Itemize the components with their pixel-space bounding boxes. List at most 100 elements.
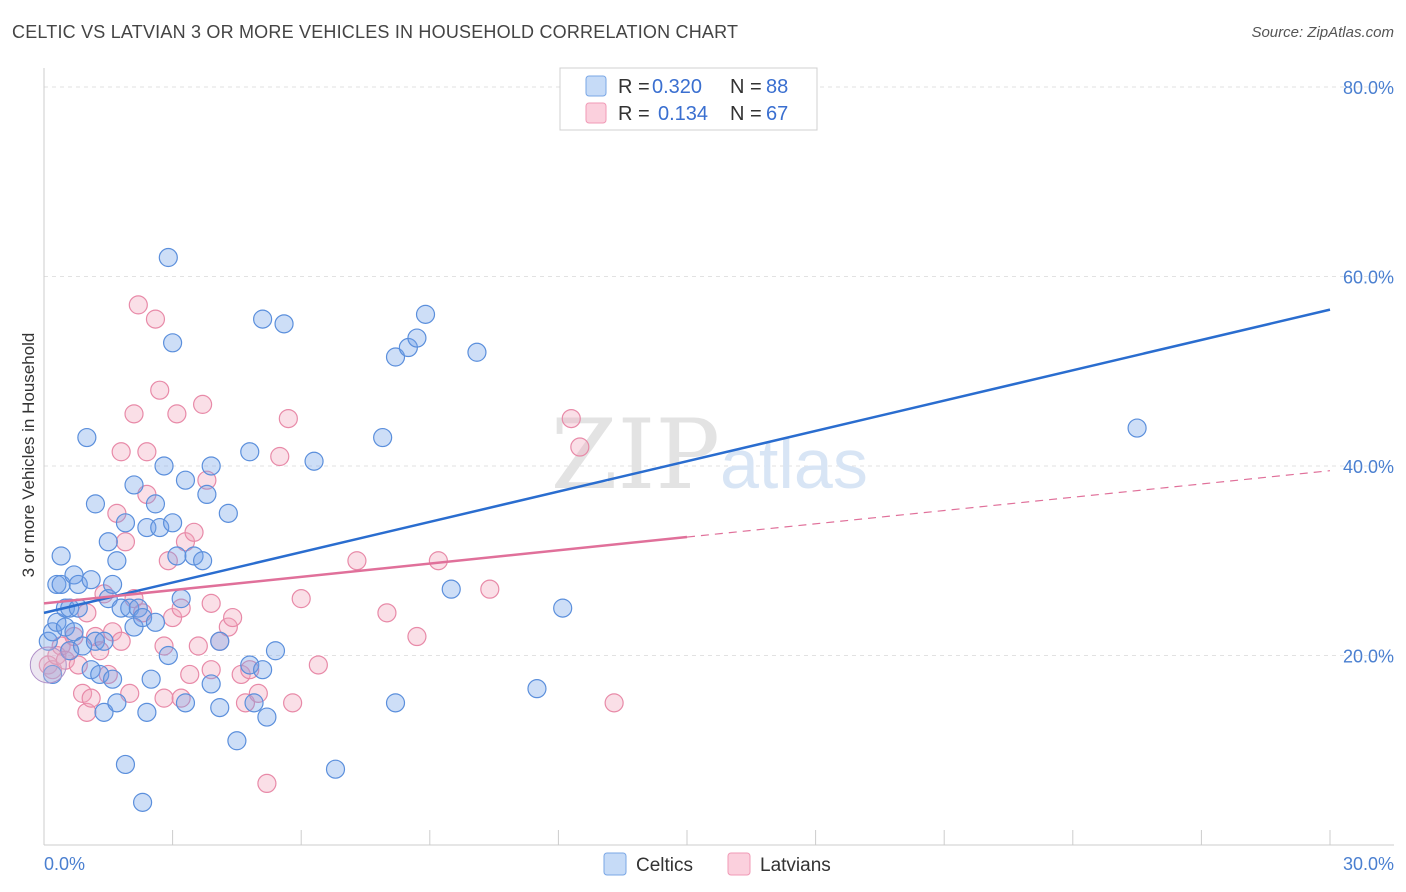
celtics-point — [201, 456, 221, 476]
bottom-legend-swatch-latvians — [727, 852, 751, 876]
latvians-point — [154, 688, 174, 708]
watermark-zip: ZIP — [551, 399, 720, 511]
celtics-point — [51, 574, 71, 595]
bottom-legend: Celtics Latvians — [603, 852, 831, 876]
celtics-point — [145, 494, 166, 514]
legend-r-label-celtics: R = — [618, 76, 650, 98]
latvians-point — [428, 551, 448, 571]
celtics-point — [94, 702, 114, 722]
celtics-point — [90, 664, 110, 685]
latvians-point — [180, 664, 200, 685]
celtics-point — [210, 631, 230, 651]
celtics-point — [325, 759, 346, 779]
celtics-point — [158, 645, 178, 666]
celtics-point — [128, 598, 148, 618]
celtics-point — [77, 427, 97, 448]
latvians-point — [154, 636, 174, 656]
celtics-point — [98, 532, 118, 552]
celtics-point — [81, 570, 101, 590]
celtics-point — [107, 551, 127, 571]
celtics-point — [167, 546, 187, 566]
celtics-point — [218, 503, 238, 523]
celtics-point — [171, 589, 191, 609]
latvians-point — [201, 660, 221, 680]
bottom-legend-swatch-celtics — [603, 852, 627, 876]
celtics-point — [467, 342, 487, 362]
y-tick-label-60: 60.0% — [1343, 267, 1394, 287]
latvians-point — [137, 442, 157, 462]
latvians-point — [347, 551, 367, 571]
latvians-point — [197, 470, 217, 490]
legend-n-latvians: 67 — [766, 103, 788, 125]
celtics-point — [527, 679, 547, 699]
latvians-point — [257, 773, 277, 794]
bottom-legend-celtics: Celtics — [636, 855, 693, 876]
celtics-point — [227, 731, 247, 751]
y-tick-label-80: 80.0% — [1343, 78, 1394, 98]
celtics-point — [132, 792, 153, 812]
latvians-point — [81, 688, 101, 708]
celtics-point — [47, 574, 67, 595]
latvians-point — [223, 607, 243, 628]
celtics-point — [175, 470, 196, 490]
latvians-point — [150, 380, 170, 400]
celtics-point — [150, 517, 170, 538]
celtics-point — [42, 664, 63, 685]
celtics-point — [102, 574, 123, 595]
celtics-point — [265, 641, 286, 661]
trend-lines — [43, 308, 1331, 615]
celtics-point — [553, 598, 573, 618]
latvians-point — [115, 532, 136, 552]
celtics-point — [115, 754, 136, 775]
y-tick-labels: 20.0% 40.0% 60.0% 80.0% — [1343, 78, 1394, 667]
bottom-legend-latvians: Latvians — [760, 855, 831, 876]
chart-title: CELTIC VS LATVIAN 3 OR MORE VEHICLES IN … — [12, 22, 739, 42]
celtics-point — [163, 513, 183, 533]
celtics-point — [141, 669, 161, 689]
celtics-point — [68, 598, 88, 618]
legend-n-label-latvians: N = — [730, 103, 762, 125]
celtics-point — [94, 631, 114, 651]
celtics-point — [68, 574, 88, 595]
latvians-point — [128, 295, 148, 315]
celtics-point — [107, 693, 127, 713]
latvians-point — [283, 693, 303, 713]
y-tick-label-20: 20.0% — [1343, 646, 1394, 666]
celtics-point — [197, 484, 217, 505]
celtics-point — [72, 636, 93, 656]
latvians-point — [377, 603, 397, 623]
celtics-point — [137, 702, 157, 722]
celtics-trend-line — [43, 308, 1331, 615]
latvians-trend-line — [43, 535, 688, 605]
celtics-point — [42, 622, 63, 642]
latvians-point — [188, 636, 208, 656]
celtics-point — [304, 451, 324, 471]
y-axis-label: 3 or more Vehicles in Household — [19, 333, 38, 578]
celtics-point — [257, 707, 277, 727]
watermark-atlas: atlas — [720, 425, 868, 503]
celtics-point — [385, 693, 406, 713]
celtics-point — [274, 314, 294, 334]
latvians-point — [270, 446, 290, 467]
x-tick-label-0: 0.0% — [44, 854, 85, 874]
celtics-point — [145, 612, 166, 632]
x-tick-marks — [43, 830, 1331, 845]
latvians-point — [278, 408, 298, 429]
celtics-point — [240, 655, 260, 675]
latvians-point — [604, 693, 624, 713]
legend-swatch-latvians — [585, 102, 607, 124]
celtics-point — [201, 674, 221, 694]
celtics-point — [175, 693, 196, 713]
celtics-point — [1127, 418, 1147, 438]
latvians-trend-line-dashed — [686, 470, 1331, 538]
latvians-point — [308, 655, 328, 675]
celtics-point — [441, 579, 461, 599]
latvians-point — [193, 394, 213, 414]
latvians-point — [77, 702, 97, 722]
latvians-point — [145, 309, 166, 329]
celtics-point — [244, 693, 264, 713]
celtics-point — [38, 631, 58, 651]
celtics-point — [163, 333, 183, 353]
celtics-point — [154, 456, 174, 476]
legend-swatch-celtics — [585, 75, 607, 97]
